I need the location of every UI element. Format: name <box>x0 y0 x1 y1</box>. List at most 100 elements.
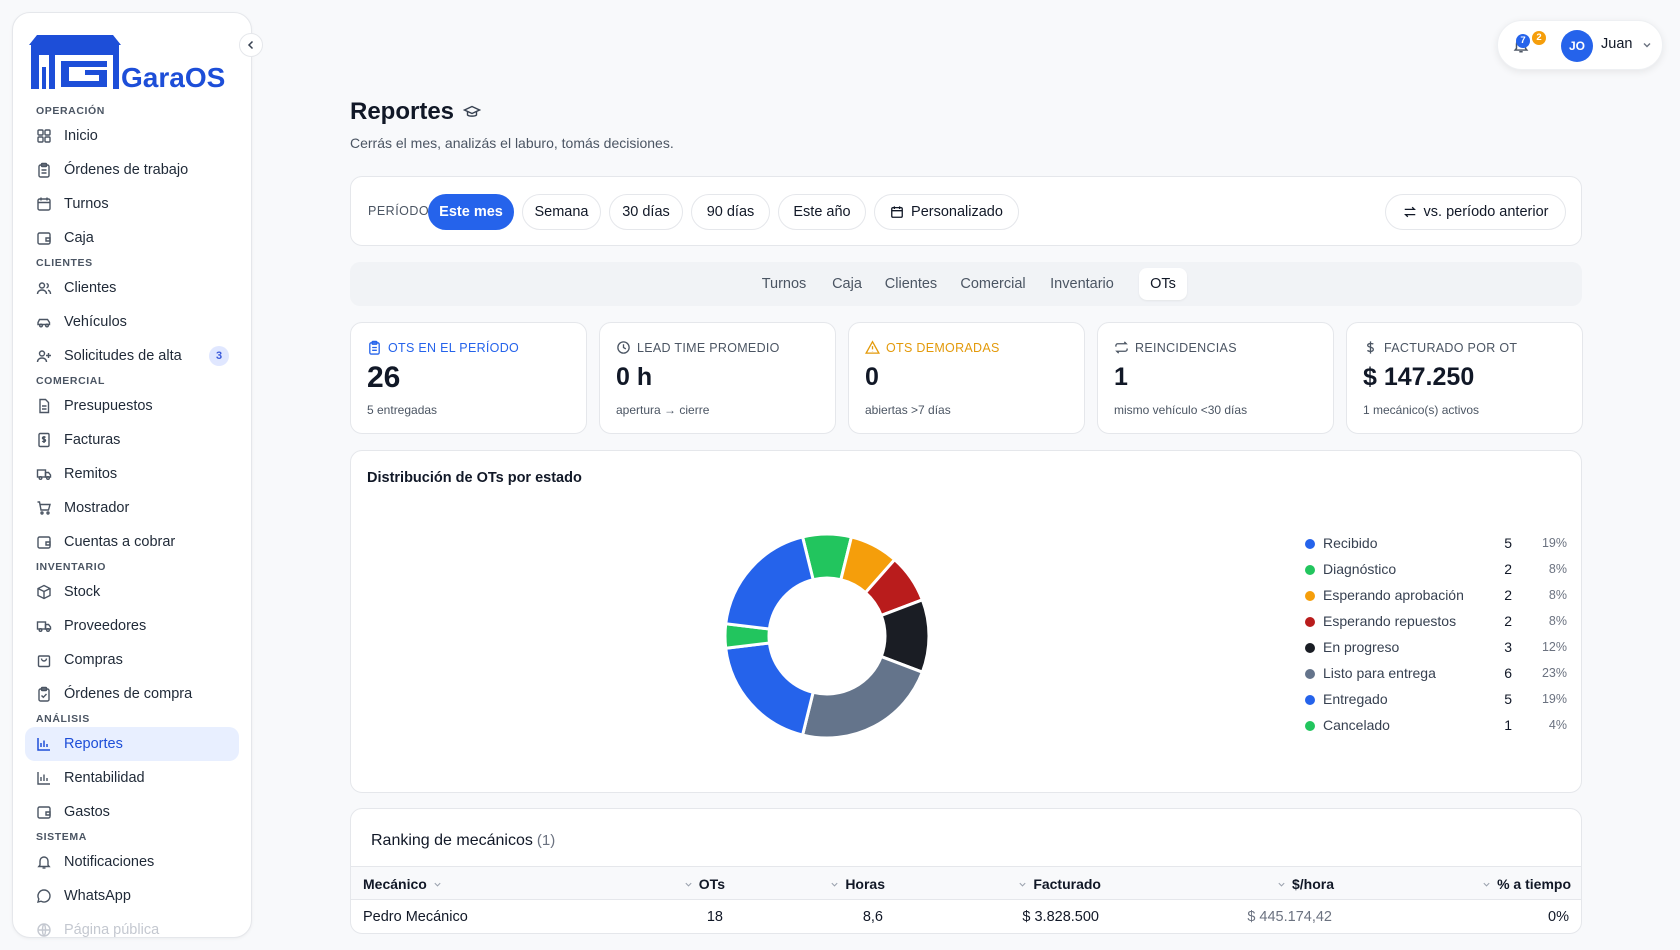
sidebar-item-caja[interactable]: Caja <box>25 221 239 255</box>
period-option-30-dias[interactable]: 30 días <box>609 194 683 230</box>
cell-a-tiempo: 0% <box>1548 909 1569 925</box>
sidebar-item-inicio[interactable]: Inicio <box>25 119 239 153</box>
column-label: OTs <box>698 876 725 892</box>
sidebar-item-label: Solicitudes de alta <box>64 348 182 364</box>
graduation-cap-icon[interactable] <box>463 104 481 120</box>
legend-item[interactable]: Esperando aprobación 2 8% <box>1305 584 1567 610</box>
table-header: Mecánico OTs Horas Facturado $/hora % a … <box>351 866 1581 900</box>
sidebar-item-presupuestos[interactable]: Presupuestos <box>25 389 239 423</box>
tab-caja[interactable]: Caja <box>832 276 862 292</box>
sidebar-collapse-button[interactable] <box>239 33 263 57</box>
sidebar-item-ordenes[interactable]: Órdenes de trabajo <box>25 153 239 187</box>
legend-item[interactable]: Cancelado 1 4% <box>1305 714 1567 740</box>
clipboard-check-icon <box>38 686 50 702</box>
legend-swatch <box>1305 695 1315 705</box>
notifications-button[interactable]: 7 2 <box>1512 31 1546 54</box>
sidebar: GaraOS Operación Inicio Órdenes de traba… <box>12 12 252 938</box>
kpi-value: 26 <box>367 361 401 394</box>
nav-section-operacion: Operación <box>36 105 105 117</box>
sidebar-item-compras[interactable]: Compras <box>25 643 239 677</box>
chart-legend: Recibido 5 19% Diagnóstico 2 8% Esperando apro… <box>1305 532 1567 740</box>
tab-ots[interactable]: OTs <box>1139 268 1187 300</box>
legend-percent: 8% <box>1548 562 1567 576</box>
legend-percent: 19% <box>1541 536 1567 550</box>
tab-inventario[interactable]: Inventario <box>1050 276 1114 292</box>
legend-label: Entregado <box>1323 691 1388 707</box>
chevron-down-icon[interactable] <box>1641 39 1653 51</box>
period-option-este-ano[interactable]: Este año <box>778 194 866 230</box>
donut-slice-listo-para-entrega[interactable] <box>800 654 925 740</box>
period-option-este-mes[interactable]: Este mes <box>428 194 514 230</box>
clipboard-icon <box>38 162 50 178</box>
period-option-90-dias[interactable]: 90 días <box>691 194 770 230</box>
legend-item[interactable]: Esperando repuestos 2 8% <box>1305 610 1567 636</box>
sort-icon <box>685 882 692 887</box>
ranking-count: (1) <box>536 832 556 849</box>
sidebar-item-label: Órdenes de compra <box>64 686 193 702</box>
column-header-ots[interactable]: OTs <box>678 876 725 892</box>
legend-item[interactable]: Recibido 5 19% <box>1305 532 1567 558</box>
sidebar-item-label: Stock <box>64 584 101 600</box>
tab-clientes[interactable]: Clientes <box>884 276 938 292</box>
column-header-mecanico[interactable]: Mecánico <box>363 876 448 892</box>
user-name[interactable]: Juan <box>1601 36 1633 52</box>
legend-item[interactable]: En progreso 3 12% <box>1305 636 1567 662</box>
bell-icon <box>37 856 51 869</box>
warning-triangle-icon <box>865 340 880 354</box>
sidebar-item-reportes[interactable]: Reportes <box>25 727 239 761</box>
legend-count: 2 <box>1504 587 1512 603</box>
legend-item[interactable]: Entregado 5 19% <box>1305 688 1567 714</box>
sidebar-item-label: Compras <box>64 652 123 668</box>
compare-previous-button[interactable]: vs. período anterior <box>1385 194 1566 230</box>
sidebar-item-facturas[interactable]: Facturas <box>25 423 239 457</box>
sidebar-item-clientes[interactable]: Clientes <box>25 271 239 305</box>
column-label: Horas <box>845 876 885 892</box>
sidebar-item-mostrador[interactable]: Mostrador <box>25 491 239 525</box>
donut-slice-recibido[interactable] <box>724 535 815 631</box>
legend-count: 5 <box>1504 691 1512 707</box>
sidebar-item-vehiculos[interactable]: Vehículos <box>25 305 239 339</box>
legend-swatch <box>1305 617 1315 627</box>
garaos-logo[interactable]: GaraOS <box>27 23 247 99</box>
period-option-personalizado[interactable]: Personalizado <box>874 194 1019 230</box>
kpi-subtext: abiertas >7 días <box>865 403 951 417</box>
sidebar-item-whatsapp[interactable]: WhatsApp <box>25 879 239 913</box>
period-option-semana[interactable]: Semana <box>522 194 601 230</box>
sidebar-item-ordenes-compra[interactable]: Órdenes de compra <box>25 677 239 711</box>
column-header-horas[interactable]: Horas <box>824 876 885 892</box>
invoice-icon <box>38 432 50 448</box>
sidebar-item-proveedores[interactable]: Proveedores <box>25 609 239 643</box>
nav-section-analisis: Análisis <box>36 713 90 725</box>
tab-comercial[interactable]: Comercial <box>960 276 1026 292</box>
sort-icon <box>831 882 838 887</box>
sidebar-item-rentabilidad[interactable]: Rentabilidad <box>25 761 239 795</box>
column-header-a-tiempo[interactable]: % a tiempo <box>1476 876 1571 892</box>
donut-slice-entregado[interactable] <box>724 641 815 737</box>
sidebar-item-solicitudes[interactable]: Solicitudes de alta 3 <box>25 339 239 373</box>
sort-icon <box>1278 882 1285 887</box>
legend-count: 2 <box>1504 561 1512 577</box>
sidebar-item-remitos[interactable]: Remitos <box>25 457 239 491</box>
column-header-por-hora[interactable]: $/hora <box>1271 876 1334 892</box>
legend-item[interactable]: Diagnóstico 2 8% <box>1305 558 1567 584</box>
sidebar-item-label: Página pública <box>64 922 160 938</box>
legend-count: 1 <box>1504 717 1512 733</box>
kpi-ots-periodo: OTs en el período 26 5 entregadas <box>350 322 587 434</box>
avatar[interactable]: JO <box>1561 30 1593 62</box>
kpi-ots-demoradas: OTs demoradas 0 abiertas >7 días <box>848 322 1085 434</box>
sidebar-item-pagina-publica[interactable]: Página pública <box>25 913 239 938</box>
kpi-value: 1 <box>1114 363 1128 391</box>
tab-turnos[interactable]: Turnos <box>761 276 807 292</box>
sidebar-item-stock[interactable]: Stock <box>25 575 239 609</box>
kpi-subtext: 1 mecánico(s) activos <box>1363 403 1480 417</box>
sidebar-item-cuentas[interactable]: Cuentas a cobrar <box>25 525 239 559</box>
sidebar-item-notificaciones[interactable]: Notificaciones <box>25 845 239 879</box>
ranking-title: Ranking de mecánicos (1) <box>371 832 555 850</box>
column-header-facturado[interactable]: Facturado <box>1012 876 1101 892</box>
sidebar-item-gastos[interactable]: Gastos <box>25 795 239 829</box>
legend-item[interactable]: Listo para entrega 6 23% <box>1305 662 1567 688</box>
period-option-label: Personalizado <box>911 204 1003 220</box>
sidebar-item-turnos[interactable]: Turnos <box>25 187 239 221</box>
kpi-value: $ 147.250 <box>1363 363 1475 391</box>
cart-icon <box>37 501 51 515</box>
